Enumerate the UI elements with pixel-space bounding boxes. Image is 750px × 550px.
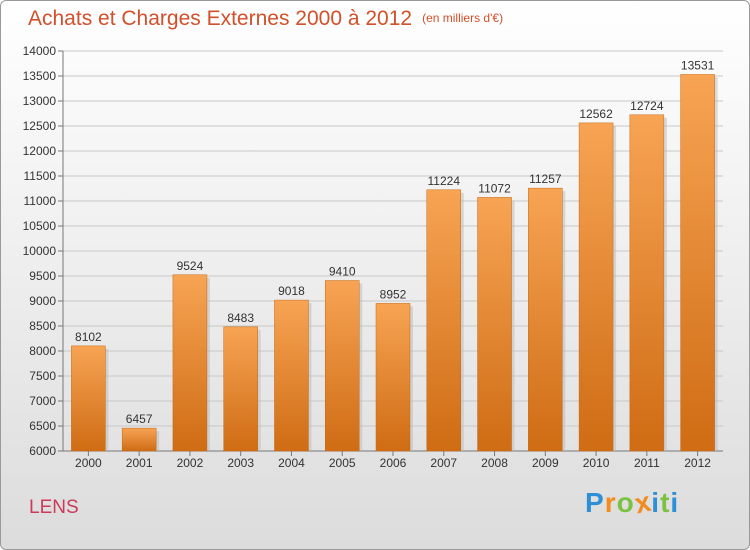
- data-label-2005: 9410: [329, 265, 356, 279]
- y-tick-label: 9500: [29, 269, 56, 283]
- data-label-2009: 11257: [529, 172, 562, 186]
- y-tick-label: 9000: [29, 294, 56, 308]
- x-tick-label-2007: 2007: [430, 456, 457, 470]
- bar-2009[interactable]: [528, 187, 563, 452]
- x-tick-label-2003: 2003: [227, 456, 254, 470]
- logo-letter: r: [604, 487, 617, 518]
- bar-2005[interactable]: [324, 280, 360, 452]
- logo-letter: i: [670, 487, 680, 518]
- chart-subtitle: (en milliers d'€): [422, 11, 504, 25]
- chart-title: Achats et Charges Externes 2000 à 2012 (e…: [28, 7, 503, 31]
- y-tick-label: 12500: [23, 119, 57, 133]
- y-tick-label: 13500: [23, 69, 57, 83]
- bar-2010[interactable]: [578, 122, 614, 452]
- x-tick-label-2001: 2001: [126, 456, 153, 470]
- bar-2004[interactable]: [274, 299, 309, 452]
- data-label-2001: 6457: [126, 412, 153, 426]
- x-tick-label-2012: 2012: [684, 456, 711, 470]
- bar-2000[interactable]: [71, 345, 106, 452]
- x-tick-label-2004: 2004: [278, 456, 305, 470]
- x-tick-label-2005: 2005: [329, 456, 356, 470]
- y-tick-label: 14000: [23, 44, 57, 58]
- data-label-2008: 11072: [478, 181, 511, 195]
- y-tick-label: 6500: [29, 419, 56, 433]
- data-label-2011: 12724: [630, 99, 664, 113]
- proxiti-logo[interactable]: Proxiti: [585, 486, 680, 520]
- data-label-2006: 8952: [380, 287, 407, 301]
- x-tick-label-2000: 2000: [75, 456, 102, 470]
- chart-title-text: Achats et Charges Externes 2000 à 2012: [28, 7, 413, 30]
- bar-2001[interactable]: [121, 427, 157, 452]
- data-label-2010: 12562: [579, 107, 613, 121]
- data-label-2007: 11224: [428, 174, 461, 188]
- data-label-2012: 13531: [681, 58, 715, 72]
- bar-2003[interactable]: [223, 326, 258, 452]
- x-tick-label-2010: 2010: [583, 456, 610, 470]
- logo-letter: t: [660, 487, 671, 518]
- data-label-2002: 9524: [177, 259, 204, 273]
- x-tick-label-2006: 2006: [380, 456, 407, 470]
- y-tick-label: 8000: [29, 344, 56, 358]
- city-label: LENS: [29, 497, 79, 518]
- logo-letter: P: [585, 487, 605, 518]
- x-tick-label-2009: 2009: [532, 456, 559, 470]
- bar-2007[interactable]: [426, 189, 462, 452]
- y-tick-label: 6000: [29, 444, 56, 458]
- data-label-2000: 8102: [75, 330, 102, 344]
- logo-letter: o: [616, 487, 635, 518]
- x-tick-label-2002: 2002: [177, 456, 204, 470]
- x-tick-label-2008: 2008: [481, 456, 508, 470]
- data-label-2004: 9018: [278, 284, 305, 298]
- y-tick-label: 11000: [24, 194, 57, 208]
- bar-2011[interactable]: [629, 114, 665, 452]
- x-tick-label-2011: 2011: [634, 456, 660, 470]
- y-tick-label: 8500: [29, 319, 56, 333]
- y-tick-label: 13000: [23, 94, 57, 108]
- y-tick-label: 7500: [29, 369, 56, 383]
- bar-2006[interactable]: [375, 303, 411, 452]
- bar-2008[interactable]: [477, 197, 512, 452]
- data-label-2003: 8483: [227, 311, 254, 325]
- y-tick-label: 7000: [29, 394, 56, 408]
- y-tick-label: 10000: [23, 244, 57, 258]
- bar-2002[interactable]: [172, 274, 208, 452]
- y-tick-label: 11500: [24, 169, 57, 183]
- y-tick-label: 12000: [23, 144, 57, 158]
- logo-letter: i: [651, 487, 661, 518]
- y-tick-label: 10500: [23, 219, 57, 233]
- bar-2012[interactable]: [680, 74, 715, 452]
